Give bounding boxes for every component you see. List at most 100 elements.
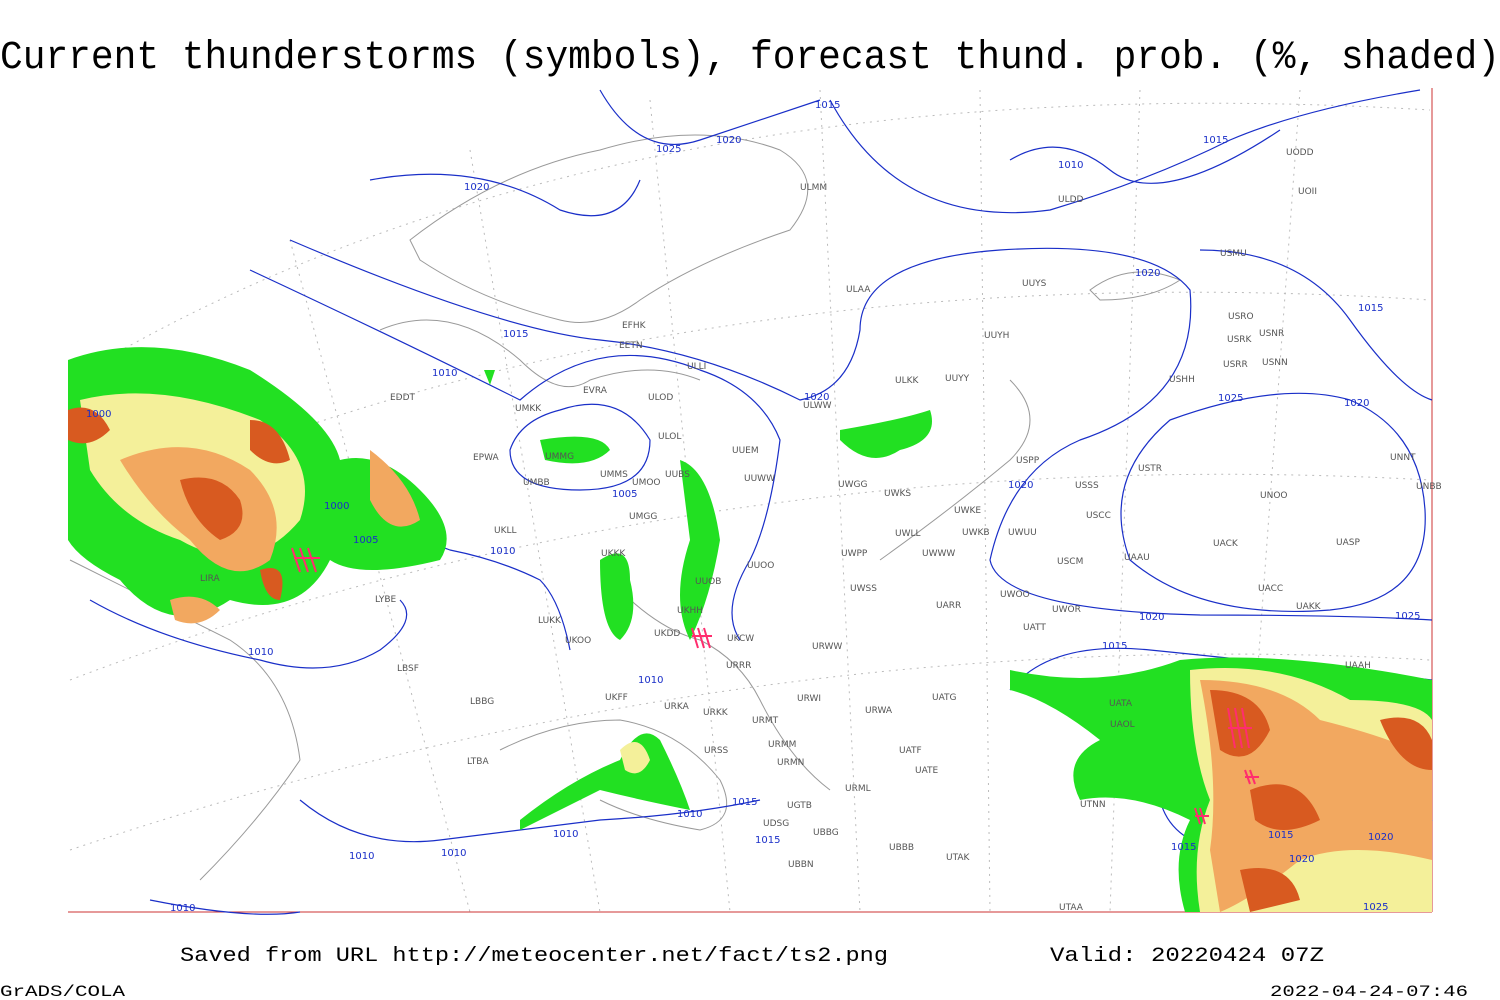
isobar-label: 1010 (677, 809, 702, 820)
station-label: UWKS (884, 489, 911, 499)
station-label: ULAA (846, 285, 871, 295)
isobar-label: 1005 (353, 535, 378, 546)
isobar-label: 1010 (1058, 160, 1083, 171)
isobar-label: 1015 (1203, 135, 1228, 146)
isobar-label: 1020 (464, 182, 489, 193)
station-label: UARR (936, 601, 961, 611)
title: Current thunderstorms (symbols), forecas… (0, 36, 1500, 81)
station-label: UTAK (946, 853, 971, 863)
station-label: UUEM (732, 446, 759, 456)
station-label: ULOD (648, 393, 673, 403)
station-label: UACK (1213, 539, 1239, 549)
station-label: UMKK (515, 404, 542, 414)
isobar-label: 1015 (1102, 641, 1127, 652)
station-label: ULWW (803, 401, 832, 411)
station-label: URML (845, 784, 871, 794)
station-label: ULMM (800, 183, 827, 193)
isobar-label: 1010 (490, 546, 515, 557)
station-label: UAKK (1296, 602, 1322, 612)
station-label: UNNT (1390, 453, 1416, 463)
station-label: UUYH (984, 331, 1009, 341)
station-label: USRR (1223, 360, 1248, 370)
isobar-label: 1020 (1139, 612, 1164, 623)
isobar-label: 1015 (815, 100, 840, 111)
station-label: UATG (932, 693, 957, 703)
station-label: URKA (664, 702, 690, 712)
station-label: UDSG (763, 819, 789, 829)
station-label: USSS (1075, 481, 1099, 491)
station-label: UKKK (601, 549, 626, 559)
station-label: USCM (1057, 557, 1083, 567)
station-label: ULLI (687, 362, 706, 372)
station-label: UODD (1286, 148, 1314, 158)
station-label: LBBG (470, 697, 494, 707)
station-label: USNN (1262, 358, 1288, 368)
station-label: UWWW (922, 549, 955, 559)
station-label: USRO (1228, 312, 1254, 322)
station-label: UKFF (605, 693, 628, 703)
isobar-label: 1015 (1171, 842, 1196, 853)
station-label: EDDT (390, 393, 416, 403)
coastlines (69, 134, 1182, 881)
station-label: UBBG (813, 828, 839, 838)
station-label: UATA (1109, 699, 1133, 709)
station-label: UKDD (654, 629, 680, 639)
station-label: UWKB (962, 528, 990, 538)
station-label: USNR (1259, 329, 1284, 339)
isobar-label: 1015 (732, 797, 757, 808)
station-label: UWSS (850, 584, 877, 594)
station-label: URMN (777, 758, 804, 768)
source-url: Saved from URL http://meteocenter.net/fa… (180, 945, 888, 968)
station-label: EVRA (583, 386, 608, 396)
valid-time: Valid: 20220424 07Z (1050, 945, 1324, 968)
station-label: URRR (726, 661, 751, 671)
station-label: UWOO (1000, 590, 1030, 600)
station-label: USPP (1016, 456, 1040, 466)
station-label: USTR (1138, 464, 1162, 474)
station-label: UWPP (841, 549, 868, 559)
isobar-label: 1010 (349, 851, 374, 862)
isobar-label: 1025 (1395, 611, 1420, 622)
station-label: URMM (768, 740, 796, 750)
station-label: LYBE (375, 595, 396, 605)
isobar-label: 1020 (1135, 268, 1160, 279)
station-label: UBBB (889, 843, 914, 853)
station-label: UMMG (545, 452, 574, 462)
station-label: UASP (1336, 538, 1360, 548)
station-label: UNOO (1260, 491, 1288, 501)
station-labels: ULMM ULAA UUYS UUYH ULKK UUYY ULWW UUEM UUWW UWGG… (200, 148, 1442, 913)
station-label: UATT (1023, 623, 1046, 633)
station-label: EPWA (473, 453, 500, 463)
isobar-label: 1000 (324, 501, 349, 512)
station-label: UAOL (1110, 720, 1135, 730)
station-label: UNBB (1416, 482, 1442, 492)
station-label: EFHK (622, 321, 647, 331)
station-label: UAAU (1124, 553, 1150, 563)
station-label: ULKK (895, 376, 920, 386)
software: GrADS/COLA (0, 983, 126, 1000)
station-label: UWGG (838, 480, 867, 490)
station-label: UWLL (895, 529, 921, 539)
station-label: UKCW (727, 634, 754, 644)
isobar-label: 1000 (86, 409, 111, 420)
isobar-label: 1020 (1368, 832, 1393, 843)
station-label: USHH (1169, 375, 1195, 385)
station-label: UUWW (744, 474, 775, 484)
station-label: URWW (812, 642, 842, 652)
isobar-label: 1010 (248, 647, 273, 658)
station-label: URWI (797, 694, 821, 704)
station-label: UAAH (1345, 661, 1371, 671)
station-label: UATF (899, 746, 922, 756)
isobar-label: 1020 (716, 135, 741, 146)
station-label: UKLL (494, 526, 517, 536)
isobar-label: 1010 (638, 675, 663, 686)
station-label: UUOO (747, 561, 774, 571)
isobar-label: 1025 (656, 144, 681, 155)
station-label: EETN (619, 341, 643, 351)
station-label: ULOL (658, 432, 681, 442)
isobar-label: 1005 (612, 489, 637, 500)
station-label: LBSF (397, 664, 419, 674)
station-label: UWUU (1008, 528, 1037, 538)
station-label: UMMS (600, 470, 628, 480)
station-label: UUYS (1022, 279, 1047, 289)
